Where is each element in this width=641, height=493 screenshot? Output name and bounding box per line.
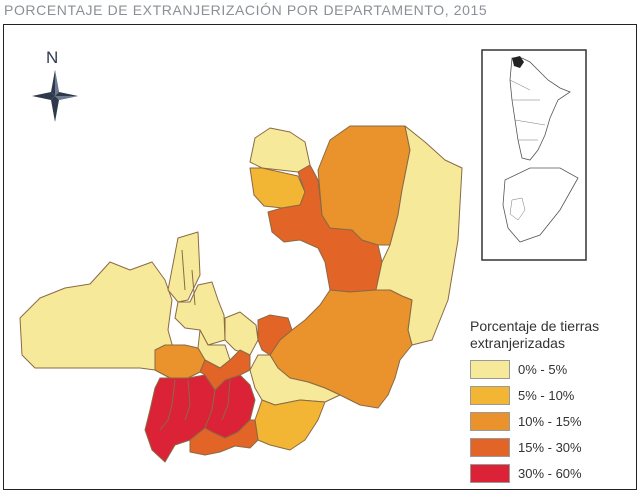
department-south-yellow [249, 354, 341, 406]
legend-item: 5% - 10% [470, 384, 630, 406]
department-central-3 [224, 311, 259, 356]
legend-label: 15% - 30% [518, 439, 582, 455]
department-west-orange [154, 344, 206, 379]
legend-label: 5% - 10% [518, 387, 575, 403]
legend-swatch [470, 437, 510, 457]
compass-rose-icon [32, 70, 78, 122]
department-orange-south [189, 419, 259, 456]
legend: Porcentaje de tierras extranjerizadas 0%… [470, 318, 630, 488]
legend-swatch [470, 359, 510, 379]
legend-swatch [470, 463, 510, 483]
north-label: N [46, 48, 59, 67]
north-arrow: N [30, 48, 80, 124]
legend-item: 30% - 60% [470, 462, 630, 484]
department-south-gold [254, 399, 326, 451]
map-title: PORCENTAJE DE EXTRANJERIZACIÓN POR DEPAR… [4, 2, 488, 18]
legend-swatch [470, 385, 510, 405]
legend-item: 15% - 30% [470, 436, 630, 458]
department-north-2 [249, 167, 306, 209]
legend-item: 0% - 5% [470, 358, 630, 380]
department-orange-cs [199, 349, 251, 391]
department-north-1 [249, 127, 311, 173]
location-inset [481, 49, 587, 261]
department-capital-orange [257, 314, 293, 356]
department-los-andes [19, 261, 176, 379]
legend-title: Porcentaje de tierras extranjerizadas [470, 318, 600, 351]
legend-label: 30% - 60% [518, 465, 582, 481]
legend-label: 10% - 15% [518, 413, 582, 429]
legend-label: 0% - 5% [518, 361, 568, 377]
legend-swatch [470, 411, 510, 431]
legend-item: 10% - 15% [470, 410, 630, 432]
